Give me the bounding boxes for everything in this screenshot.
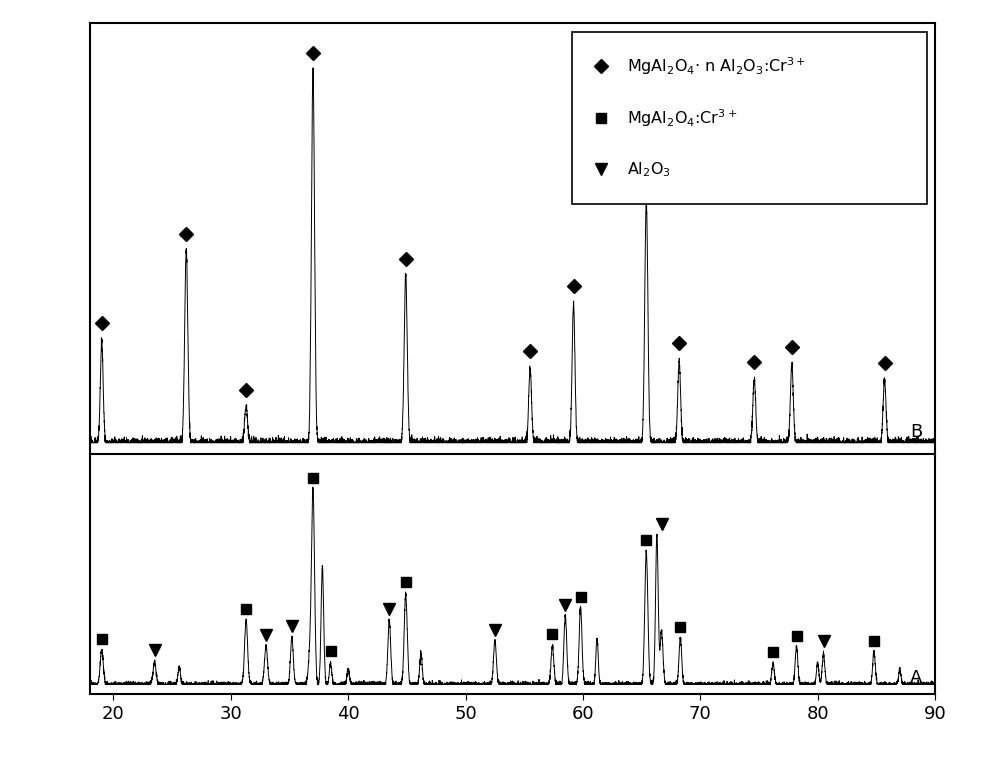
- FancyBboxPatch shape: [572, 31, 927, 204]
- Text: A: A: [910, 669, 922, 687]
- Text: MgAl$_2$O$_4$:Cr$^{3+}$: MgAl$_2$O$_4$:Cr$^{3+}$: [627, 107, 737, 129]
- Text: MgAl$_2$O$_4$$\cdot$ n Al$_2$O$_3$:Cr$^{3+}$: MgAl$_2$O$_4$$\cdot$ n Al$_2$O$_3$:Cr$^{…: [627, 55, 806, 77]
- Text: Al$_2$O$_3$: Al$_2$O$_3$: [627, 160, 671, 179]
- Text: B: B: [910, 423, 922, 441]
